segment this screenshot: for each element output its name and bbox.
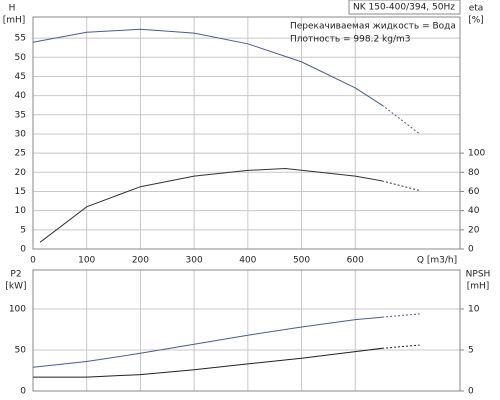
y2-tick-label: 0 (468, 387, 474, 397)
y-tick-label: 45 (15, 72, 26, 82)
y-tick-label: 50 (15, 53, 27, 63)
x-tick-label: 100 (78, 256, 95, 266)
y-tick-label: 40 (15, 91, 27, 101)
y-tick-label: 55 (15, 34, 26, 44)
y2-tick-label: 80 (468, 168, 480, 178)
x-tick-label: 400 (239, 256, 256, 266)
y-tick-label: 25 (15, 149, 26, 159)
y2-axis-label: NPSH (466, 270, 491, 280)
y-tick-label: 30 (15, 129, 27, 139)
y2-tick-label: 60 (468, 187, 480, 197)
curve-dashed-end (381, 180, 420, 192)
y-tick-label: 10 (15, 206, 27, 216)
curve-dashed-end (382, 344, 420, 349)
curve-dashed-end (381, 104, 421, 135)
y2-tick-label: 10 (468, 304, 480, 314)
y2-tick-label: 20 (468, 225, 480, 235)
y2-tick-label: 5 (468, 345, 474, 355)
y2-tick-label: 100 (468, 149, 485, 159)
y-tick-label: 50 (15, 345, 27, 355)
curve (39, 167, 383, 243)
curve-dashed-end (382, 313, 420, 318)
annotation: Плотность = 998.2 kg/m3 (290, 35, 411, 45)
y2-axis-label: eta (469, 4, 484, 14)
y-axis-label: H (9, 4, 16, 14)
annotation: Перекачиваемая жидкость = Вода (290, 22, 456, 32)
plot-frame (32, 16, 461, 250)
plot-frame (32, 269, 461, 392)
y-tick-label: 0 (20, 245, 26, 255)
curve (32, 28, 383, 106)
x-tick-label: 500 (293, 256, 310, 266)
y-tick-label: 5 (20, 225, 26, 235)
y-tick-label: 0 (20, 387, 26, 397)
x-tick-label: 0 (30, 256, 36, 266)
x-tick-label: 300 (186, 256, 203, 266)
y2-tick-label: 0 (468, 245, 474, 255)
title-box (348, 0, 461, 15)
y-axis-label: [kW] (5, 282, 26, 292)
y2-axis-label: [%] (468, 16, 484, 26)
y-tick-label: 100 (9, 304, 26, 314)
chart-title: NK 150-400/394, 50Hz (353, 3, 455, 13)
y-tick-label: 20 (15, 168, 27, 178)
y-axis-label: P2 (10, 270, 21, 280)
curve (33, 347, 383, 378)
y-tick-label: 15 (15, 187, 26, 197)
y-tick-label: 35 (15, 110, 26, 120)
x-tick-label: 600 (347, 256, 364, 266)
x-axis-label: Q [m3/h] (417, 256, 457, 266)
curve (32, 316, 383, 368)
y-axis-label: [mH] (3, 16, 26, 26)
y2-tick-label: 40 (468, 206, 480, 216)
y2-axis-label: [mH] (467, 282, 490, 292)
x-tick-label: 200 (132, 256, 149, 266)
